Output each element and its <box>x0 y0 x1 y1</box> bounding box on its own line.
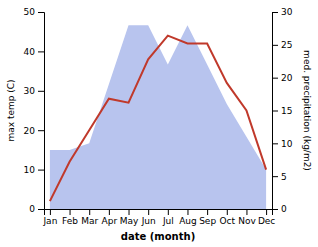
x-tick: Sep <box>199 209 216 226</box>
y-tick-label: 40 <box>24 47 36 57</box>
y2-tick-mark <box>272 111 278 112</box>
y-tick-mark <box>38 130 44 131</box>
x-tick-label: May <box>120 216 139 226</box>
y-tick-mark <box>38 91 44 92</box>
x-tick: Mar <box>81 209 98 226</box>
chart-container: Jan FebMar AprMayJun Jul AugSep OctNovDec 0 10 2… <box>0 0 318 247</box>
precipitation-area <box>50 25 266 209</box>
x-tick-label: Oct <box>220 216 236 226</box>
x-tick-mark <box>89 209 90 215</box>
x-axis: Jan FebMar AprMayJun Jul AugSep OctNovDec <box>42 209 275 226</box>
x-tick: May <box>120 209 139 226</box>
y-tick-label: 50 <box>24 7 36 17</box>
y-tick-mark <box>38 209 44 210</box>
x-tick-mark <box>207 209 208 215</box>
x-tick-label: Sep <box>199 216 216 226</box>
x-tick-mark <box>227 209 228 215</box>
axis-line <box>273 13 279 210</box>
y2-tick-mark <box>272 176 278 177</box>
y2-tick: 20 <box>272 73 293 83</box>
y2-axis: 0 5 10 15 20 25 30 <box>272 7 293 214</box>
y2-tick-label: 5 <box>281 172 287 182</box>
x-tick-mark <box>70 209 71 215</box>
x-tick-mark <box>168 209 169 215</box>
x-tick-mark <box>148 209 149 215</box>
x-tick: Feb <box>62 209 78 226</box>
x-tick-mark <box>109 209 110 215</box>
y-axis-title: max temp (C) <box>6 79 16 141</box>
x-tick-mark <box>266 209 267 215</box>
x-tick-label: Dec <box>258 216 275 226</box>
y2-tick: 0 <box>272 204 287 214</box>
y-tick-label: 20 <box>24 126 36 136</box>
y2-tick-mark <box>272 209 278 210</box>
y2-tick-label: 25 <box>281 40 292 50</box>
y2-tick-label: 20 <box>281 73 293 83</box>
x-tick: Oct <box>220 209 236 226</box>
x-tick-label: Jul <box>162 216 174 226</box>
axis-line <box>45 210 273 216</box>
x-tick-mark <box>129 209 130 215</box>
y-tick: 20 <box>24 126 44 136</box>
y-tick: 0 <box>29 204 44 214</box>
y2-tick-mark <box>272 12 278 13</box>
x-tick: Aug <box>179 209 197 226</box>
y2-axis-title: med. precipitation (kg/m2) <box>302 50 312 171</box>
x-tick-label: Nov <box>238 216 256 226</box>
x-tick-label: Apr <box>102 216 118 226</box>
axis-line <box>38 13 45 210</box>
x-tick-mark <box>50 209 51 215</box>
y2-tick-mark <box>272 78 278 79</box>
x-tick: Dec <box>258 209 275 226</box>
y-tick-label: 30 <box>24 86 36 96</box>
x-tick-label: Jan <box>42 216 57 226</box>
x-tick-label: Aug <box>179 216 197 226</box>
y2-tick: 15 <box>272 106 292 116</box>
x-tick: Jul <box>162 209 174 226</box>
y2-tick-mark <box>272 45 278 46</box>
y-axis: 0 10 20 30 40 50 <box>24 7 45 214</box>
x-tick: Jun <box>141 209 156 226</box>
x-tick-label: Mar <box>81 216 98 226</box>
y-tick: 50 <box>24 7 44 17</box>
x-tick: Apr <box>102 209 118 226</box>
y-tick-label: 10 <box>24 165 36 175</box>
marks <box>50 25 266 209</box>
y-tick: 40 <box>24 47 44 57</box>
y2-tick-mark <box>272 143 278 144</box>
y-tick-mark <box>38 170 44 171</box>
x-axis-title: date (month) <box>121 231 195 242</box>
y2-tick-label: 30 <box>281 7 293 17</box>
y-tick-mark <box>38 12 44 13</box>
plot: Jan FebMar AprMayJun Jul AugSep OctNovDec 0 10 2… <box>6 7 312 242</box>
x-tick: Nov <box>238 209 256 226</box>
y2-tick-label: 10 <box>281 139 293 149</box>
x-tick-mark <box>187 209 188 215</box>
x-tick-mark <box>246 209 247 215</box>
y2-tick-label: 15 <box>281 106 292 116</box>
y-tick-mark <box>38 51 44 52</box>
x-tick-label: Feb <box>62 216 78 226</box>
y-tick-label: 0 <box>29 204 35 214</box>
y-tick: 30 <box>24 86 44 96</box>
chart: Jan FebMar AprMayJun Jul AugSep OctNovDec 0 10 2… <box>0 0 318 247</box>
y2-tick: 25 <box>272 40 292 50</box>
y2-tick-label: 0 <box>281 204 287 214</box>
x-tick-label: Jun <box>141 216 156 226</box>
y2-tick: 10 <box>272 139 293 149</box>
y2-tick: 30 <box>272 7 293 17</box>
y-tick: 10 <box>24 165 44 175</box>
temperature-line <box>50 36 266 201</box>
y2-tick: 5 <box>272 172 287 182</box>
x-tick: Jan <box>42 209 57 226</box>
